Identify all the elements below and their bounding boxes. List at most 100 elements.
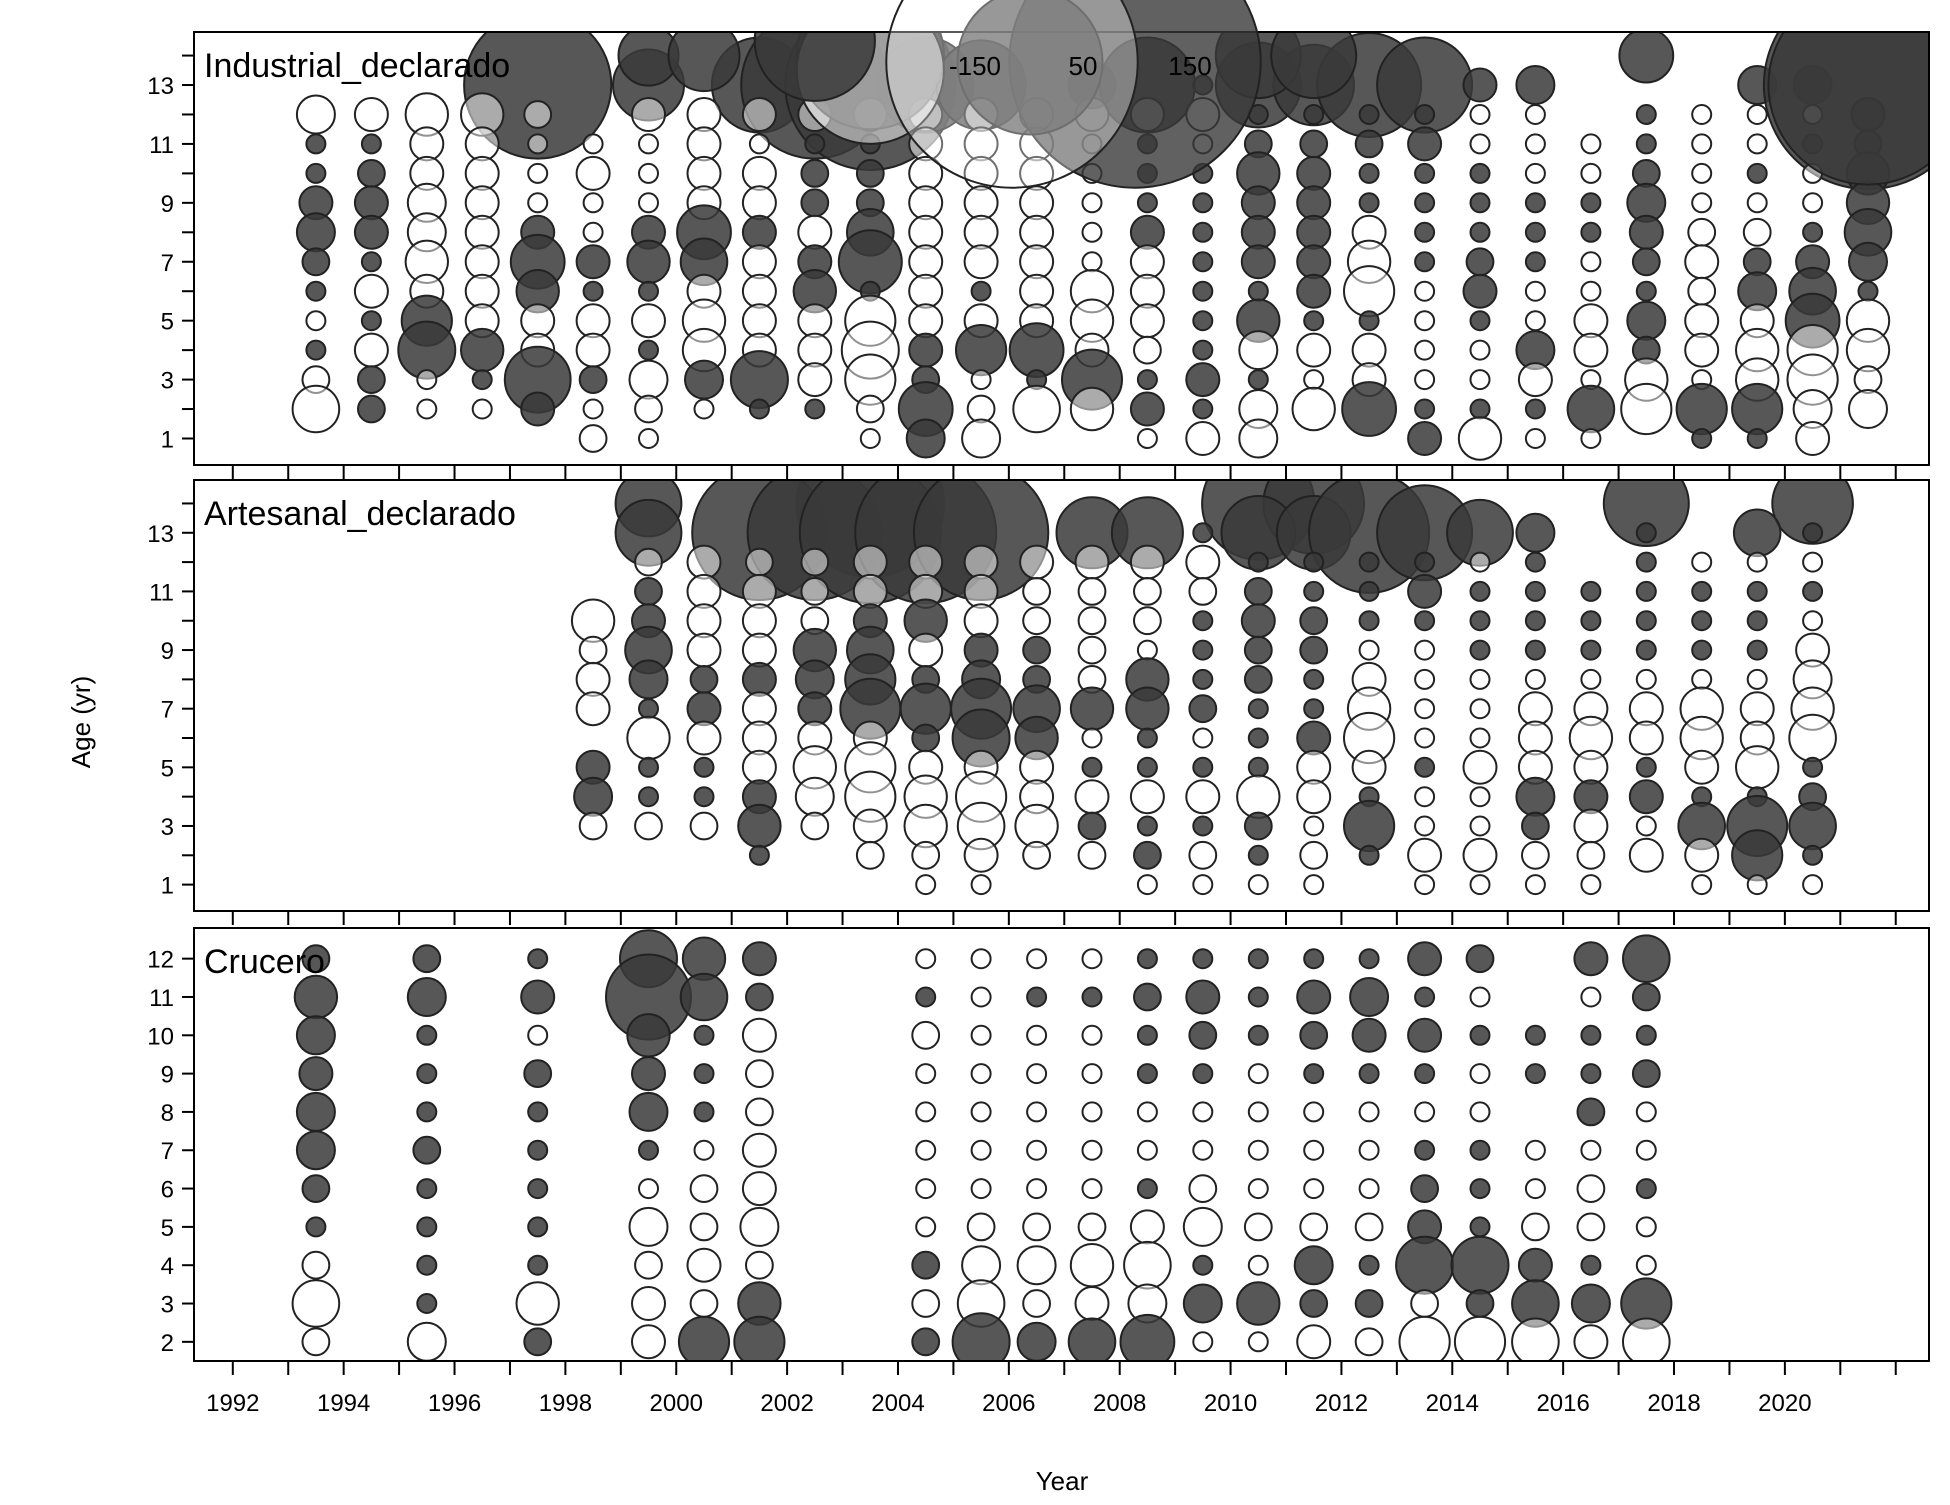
data-bubble	[1635, 1024, 1657, 1046]
y-tick-label: 2	[161, 1330, 174, 1357]
data-bubble	[797, 214, 833, 250]
data-bubble	[963, 185, 999, 221]
data-bubble	[745, 982, 774, 1012]
data-bubble	[1570, 1283, 1611, 1324]
data-bubble	[1684, 749, 1720, 785]
data-bubble	[741, 97, 777, 132]
data-bubble	[1129, 544, 1165, 580]
y-tick-label: 5	[161, 755, 174, 782]
data-bubble	[915, 948, 937, 970]
data-bubble	[741, 185, 777, 221]
data-bubble	[963, 603, 999, 639]
data-bubble	[855, 394, 885, 424]
data-bubble	[1133, 982, 1162, 1012]
data-bubble	[741, 941, 777, 977]
data-bubble	[582, 221, 604, 243]
data-bubble	[1580, 874, 1602, 896]
data-bubble	[797, 303, 833, 339]
data-bubble	[1303, 1139, 1325, 1161]
data-bubble	[1358, 192, 1380, 214]
data-bubble	[1628, 837, 1664, 873]
data-bubble	[1739, 691, 1775, 727]
data-bubble	[575, 155, 611, 191]
data-bubble	[1469, 1178, 1491, 1200]
data-bubble	[1069, 686, 1115, 731]
data-bubble	[1077, 811, 1107, 841]
data-bubble	[970, 280, 992, 302]
data-bubble	[911, 723, 941, 753]
data-bubble	[1628, 691, 1664, 727]
data-bubble	[1247, 1254, 1269, 1276]
data-bubble	[804, 133, 826, 155]
data-bubble	[638, 280, 659, 302]
data-bubble	[1014, 803, 1059, 849]
data-bubble	[1192, 310, 1214, 332]
data-bubble	[631, 1286, 666, 1321]
data-bubble	[1853, 365, 1883, 395]
data-bubble	[305, 133, 327, 155]
data-bubble	[471, 398, 493, 420]
data-bubble	[1628, 720, 1664, 756]
data-bubble	[1746, 610, 1768, 632]
data-bubble	[1635, 1178, 1657, 1200]
data-bubble	[520, 391, 556, 427]
data-bubble	[1622, 934, 1671, 984]
data-bubble	[1192, 192, 1214, 214]
data-bubble	[520, 303, 556, 339]
data-bubble	[1414, 815, 1436, 837]
data-bubble	[1687, 217, 1717, 247]
data-bubble	[1247, 844, 1269, 866]
data-bubble	[1524, 1024, 1546, 1046]
data-bubble	[911, 1327, 941, 1357]
y-tick-label: 7	[161, 1138, 174, 1165]
data-bubble	[1192, 815, 1214, 837]
data-bubble	[1626, 300, 1667, 341]
data-bubble	[305, 310, 327, 332]
data-bubble	[1012, 384, 1061, 434]
data-bubble	[686, 155, 722, 191]
data-bubble	[1684, 303, 1720, 339]
data-bubble	[1240, 214, 1276, 250]
bubbles-layer	[291, 32, 1929, 1361]
data-bubble	[1019, 273, 1055, 309]
data-bubble	[1019, 244, 1055, 280]
data-bubble	[1303, 698, 1325, 720]
data-bubble	[1188, 1020, 1218, 1050]
data-bubble	[353, 214, 389, 250]
data-bubble	[1580, 1254, 1602, 1276]
x-tick-label: 2008	[1093, 1390, 1146, 1417]
data-bubble	[1517, 362, 1553, 398]
data-bubble	[1192, 1139, 1214, 1161]
data-bubble	[667, 32, 741, 93]
data-bubble	[1746, 192, 1768, 214]
data-bubble	[1469, 339, 1491, 361]
data-bubble	[1136, 428, 1158, 449]
data-bubble	[1243, 665, 1273, 694]
data-bubble	[1069, 1243, 1115, 1288]
data-bubble	[915, 1063, 937, 1085]
data-bubble	[1136, 1178, 1158, 1200]
data-bubble	[1453, 1315, 1507, 1361]
panel-1-title: Industrial_declarado	[204, 47, 510, 85]
data-bubble	[908, 185, 944, 221]
data-bubble	[970, 1101, 992, 1123]
data-bubble	[1628, 779, 1664, 815]
data-bubble	[416, 1178, 438, 1200]
data-bubble	[1016, 1321, 1057, 1361]
data-bubble	[1129, 303, 1165, 339]
panel-2-frame	[193, 479, 1930, 912]
data-bubble	[1129, 779, 1165, 815]
data-bubble	[1299, 1212, 1329, 1242]
y-tick-label: 4	[161, 1253, 174, 1280]
data-bubble	[1684, 837, 1720, 873]
data-bubble	[1414, 192, 1436, 214]
data-bubble	[1081, 986, 1103, 1008]
data-bubble	[1358, 310, 1380, 332]
data-bubble	[1407, 941, 1443, 977]
data-bubble	[634, 547, 663, 577]
data-bubble	[638, 339, 659, 361]
data-bubble	[1026, 986, 1048, 1008]
x-tick-label: 2018	[1647, 1390, 1700, 1417]
data-bubble	[1580, 580, 1602, 602]
x-tick-label: 2010	[1204, 1390, 1257, 1417]
